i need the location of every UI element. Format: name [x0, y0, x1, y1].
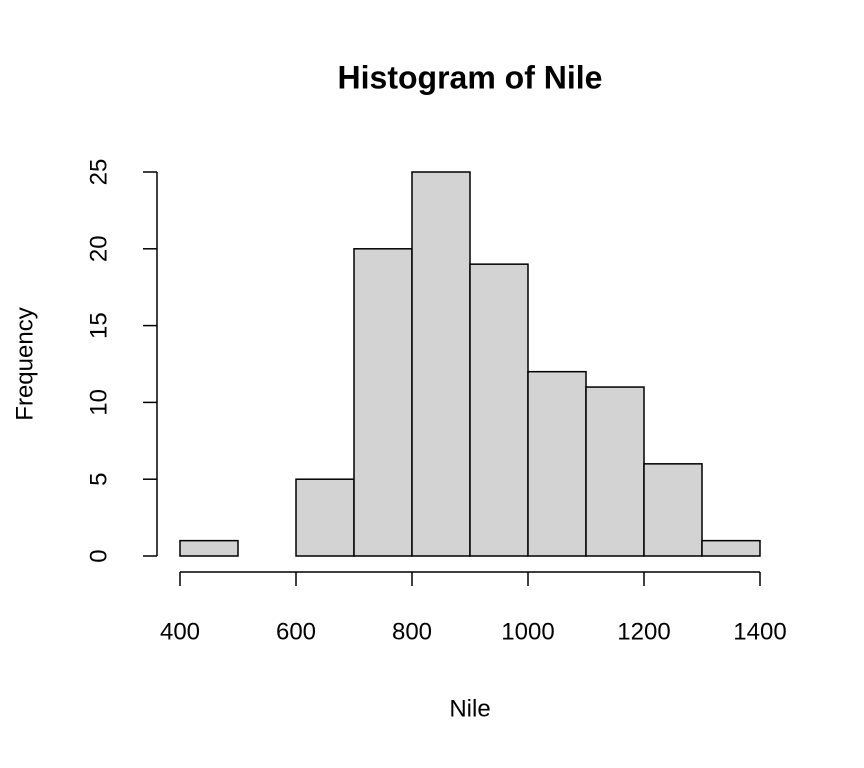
y-tick-label: 25 — [85, 159, 112, 186]
y-tick-label: 10 — [85, 389, 112, 416]
x-tick-label: 1200 — [617, 618, 670, 645]
x-tick-label: 1400 — [733, 618, 786, 645]
chart-title: Histogram of Nile — [338, 59, 603, 95]
bar — [701, 539, 761, 557]
x-tick-label: 1000 — [501, 618, 554, 645]
bar — [643, 463, 703, 557]
y-tick-label: 20 — [85, 235, 112, 262]
bar — [411, 171, 471, 557]
x-tick-label: 800 — [392, 618, 432, 645]
y-tick-label: 5 — [85, 473, 112, 486]
bar — [353, 248, 413, 557]
y-axis-label: Frequency — [11, 307, 38, 420]
bar — [585, 386, 645, 557]
bar — [179, 539, 239, 557]
bar — [469, 263, 529, 557]
x-tick-label: 600 — [276, 618, 316, 645]
bar — [527, 370, 587, 557]
y-tick-label: 15 — [85, 312, 112, 339]
bar — [295, 478, 355, 557]
x-axis-label: Nile — [449, 695, 490, 722]
y-tick-label: 0 — [85, 549, 112, 562]
x-tick-label: 400 — [160, 618, 200, 645]
